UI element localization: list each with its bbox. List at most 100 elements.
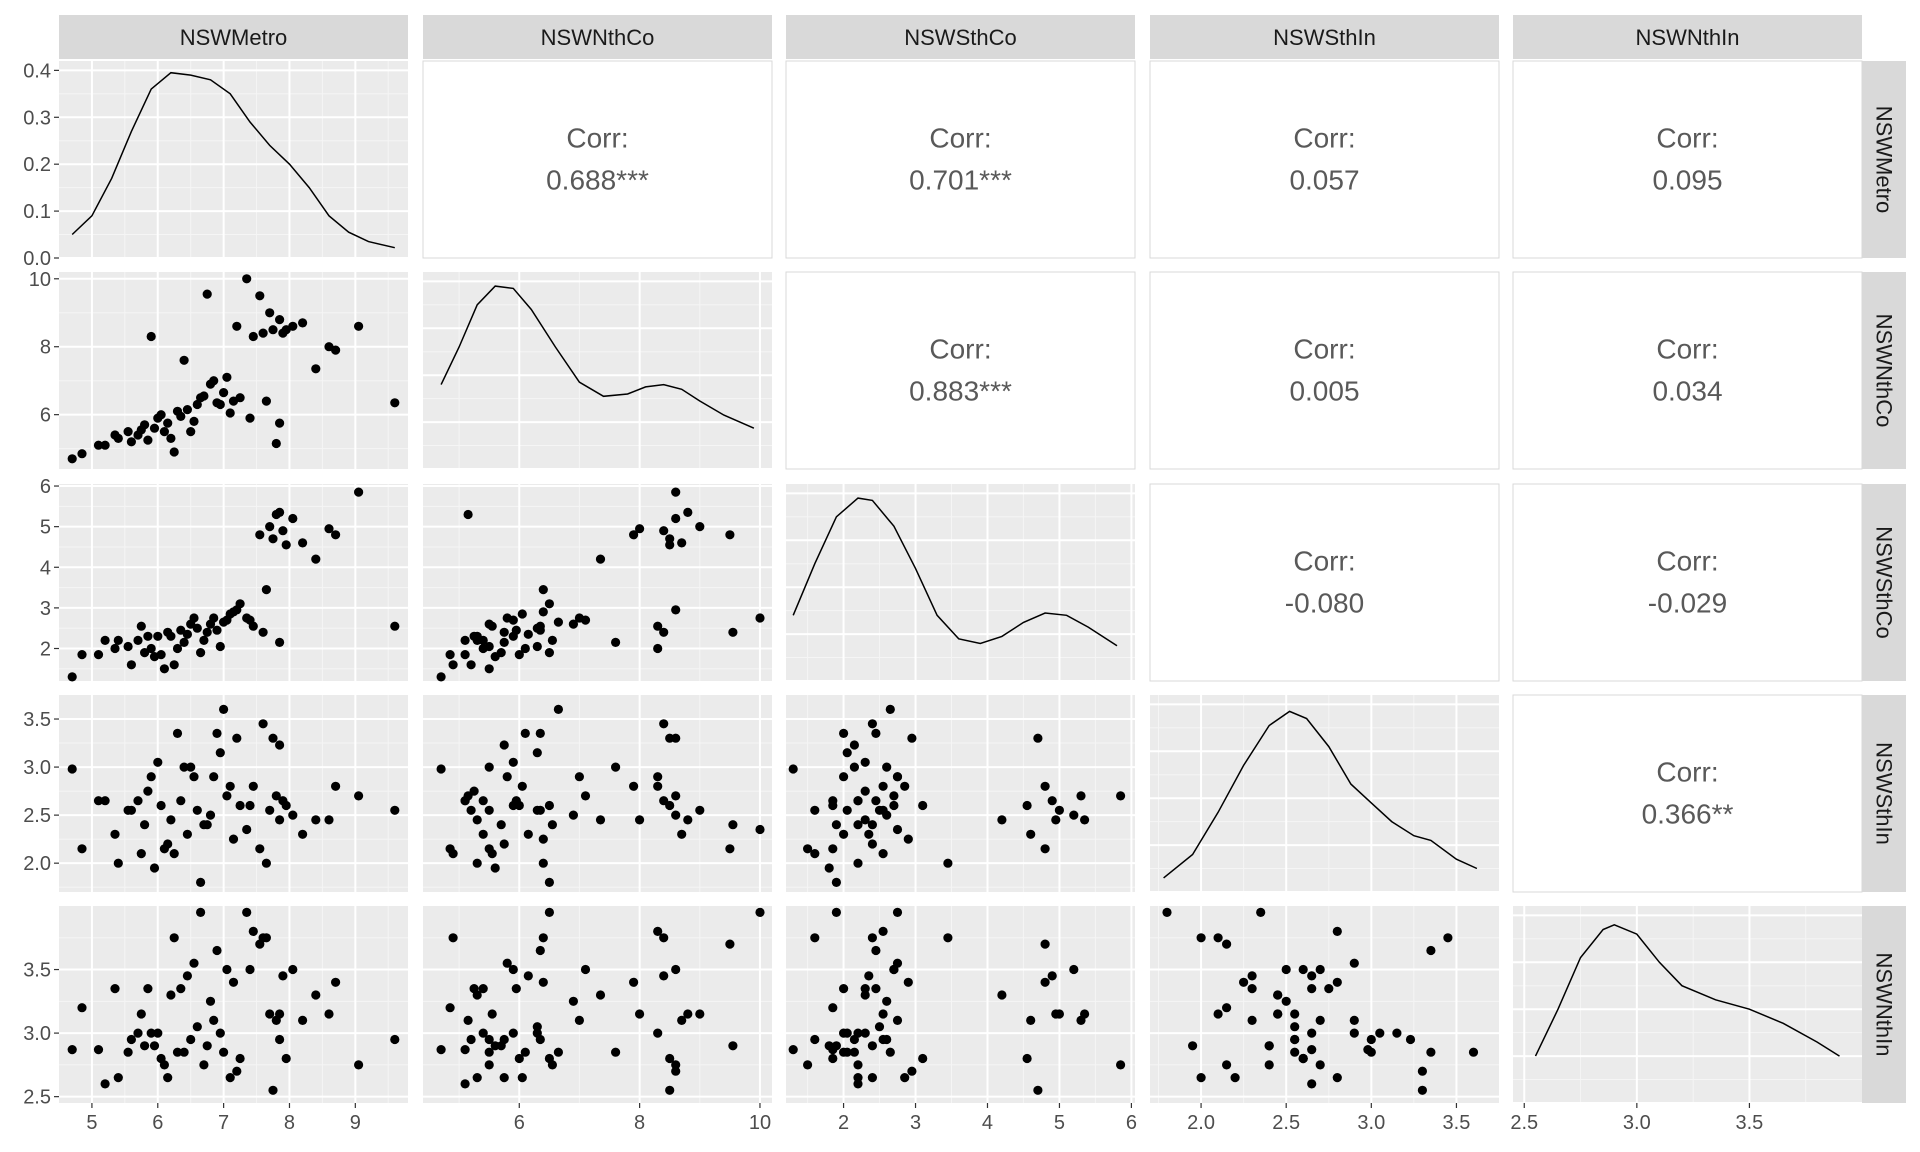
data-point bbox=[235, 1053, 245, 1064]
data-point bbox=[728, 627, 738, 637]
data-point bbox=[153, 631, 163, 641]
data-point bbox=[245, 413, 255, 423]
data-point bbox=[153, 1028, 163, 1038]
data-point bbox=[271, 791, 281, 801]
data-point bbox=[853, 796, 863, 806]
data-point bbox=[544, 877, 555, 888]
data-point bbox=[205, 996, 216, 1006]
y-tick-label: 8 bbox=[40, 337, 51, 359]
data-point bbox=[523, 829, 533, 839]
data-point bbox=[803, 844, 813, 854]
data-point bbox=[202, 1041, 212, 1051]
data-point bbox=[523, 629, 533, 639]
data-point bbox=[943, 933, 953, 943]
data-point bbox=[889, 800, 899, 811]
data-point bbox=[1054, 805, 1064, 815]
data-point bbox=[635, 815, 645, 825]
data-point bbox=[508, 1028, 518, 1038]
data-point bbox=[1366, 1034, 1376, 1045]
data-point bbox=[331, 781, 341, 791]
data-point bbox=[212, 625, 222, 635]
data-point bbox=[67, 764, 77, 774]
data-point bbox=[1315, 964, 1325, 975]
data-point bbox=[166, 990, 176, 1000]
data-point bbox=[517, 781, 527, 791]
data-point bbox=[1230, 1073, 1240, 1083]
data-point bbox=[1366, 1047, 1376, 1057]
correlation-label: Corr: bbox=[1656, 123, 1718, 154]
matrix-panels: Corr:0.688***Corr:0.701***Corr:0.057Corr… bbox=[59, 60, 1863, 1104]
data-point bbox=[997, 990, 1007, 1000]
y-tick-label: 0.1 bbox=[23, 201, 51, 223]
data-point bbox=[490, 1041, 500, 1051]
correlation-value: 0.366** bbox=[1642, 799, 1734, 830]
data-point bbox=[853, 820, 863, 830]
data-point bbox=[136, 849, 146, 859]
panel-NSWSthIn-NSWNthIn: Corr: 0.366** bbox=[1512, 694, 1863, 893]
data-point bbox=[1116, 791, 1126, 801]
column-strip-bg bbox=[423, 15, 772, 59]
data-point bbox=[1349, 1015, 1359, 1025]
data-point bbox=[93, 440, 104, 450]
data-point bbox=[1033, 733, 1043, 743]
data-point bbox=[113, 858, 123, 868]
y-tick-label: 3 bbox=[40, 598, 51, 620]
data-point bbox=[1290, 1022, 1300, 1032]
data-point bbox=[113, 433, 123, 443]
y-tick-label: 6 bbox=[40, 476, 51, 498]
data-point bbox=[166, 433, 176, 443]
data-point bbox=[123, 427, 133, 437]
data-point bbox=[918, 800, 928, 811]
panel-NSWMetro-NSWMetro bbox=[59, 61, 408, 259]
data-point bbox=[166, 631, 176, 641]
data-point bbox=[156, 650, 166, 660]
data-point bbox=[77, 844, 87, 854]
x-tick-label: 5 bbox=[86, 1112, 97, 1134]
row-strips: NSWMetro NSWNthCo NSWSthCo NSWSthIn NSWNthIn bbox=[1862, 61, 1906, 1103]
data-point bbox=[140, 648, 150, 658]
data-point bbox=[853, 1079, 863, 1089]
data-point bbox=[143, 786, 153, 796]
data-point bbox=[508, 800, 518, 811]
data-point bbox=[695, 1009, 705, 1019]
data-point bbox=[186, 1034, 196, 1045]
panel-NSWSthIn-NSWSthIn bbox=[1150, 695, 1499, 893]
data-point bbox=[186, 427, 196, 437]
data-point bbox=[1247, 971, 1257, 981]
data-point bbox=[182, 405, 192, 415]
correlation-value: 0.688*** bbox=[546, 165, 649, 196]
data-point bbox=[849, 740, 860, 750]
data-point bbox=[892, 824, 903, 835]
data-point bbox=[179, 762, 189, 772]
data-point bbox=[225, 1073, 235, 1083]
data-point bbox=[176, 984, 186, 994]
data-point bbox=[1443, 933, 1453, 943]
data-point bbox=[288, 321, 298, 331]
data-point bbox=[143, 631, 153, 641]
data-point bbox=[568, 996, 579, 1006]
data-point bbox=[538, 933, 548, 943]
data-point bbox=[331, 977, 341, 987]
data-point bbox=[153, 757, 163, 767]
correlation-value: -0.080 bbox=[1285, 588, 1364, 619]
data-point bbox=[828, 844, 838, 854]
data-point bbox=[635, 524, 645, 534]
data-point bbox=[864, 829, 874, 839]
row-strip-label: NSWMetro bbox=[1872, 106, 1897, 214]
data-point bbox=[100, 796, 110, 806]
data-point bbox=[100, 1079, 110, 1089]
data-point bbox=[196, 907, 206, 918]
data-point bbox=[849, 1047, 860, 1057]
data-point bbox=[484, 664, 494, 674]
data-point bbox=[281, 800, 291, 811]
data-point bbox=[140, 1041, 150, 1051]
y-tick-label: 3.5 bbox=[23, 709, 51, 731]
data-point bbox=[169, 660, 179, 670]
column-strip-bg bbox=[1513, 15, 1862, 59]
data-point bbox=[532, 1022, 542, 1032]
data-point bbox=[275, 1034, 285, 1045]
correlation-label: Corr: bbox=[929, 334, 991, 365]
data-point bbox=[472, 858, 482, 868]
data-point bbox=[871, 728, 881, 739]
